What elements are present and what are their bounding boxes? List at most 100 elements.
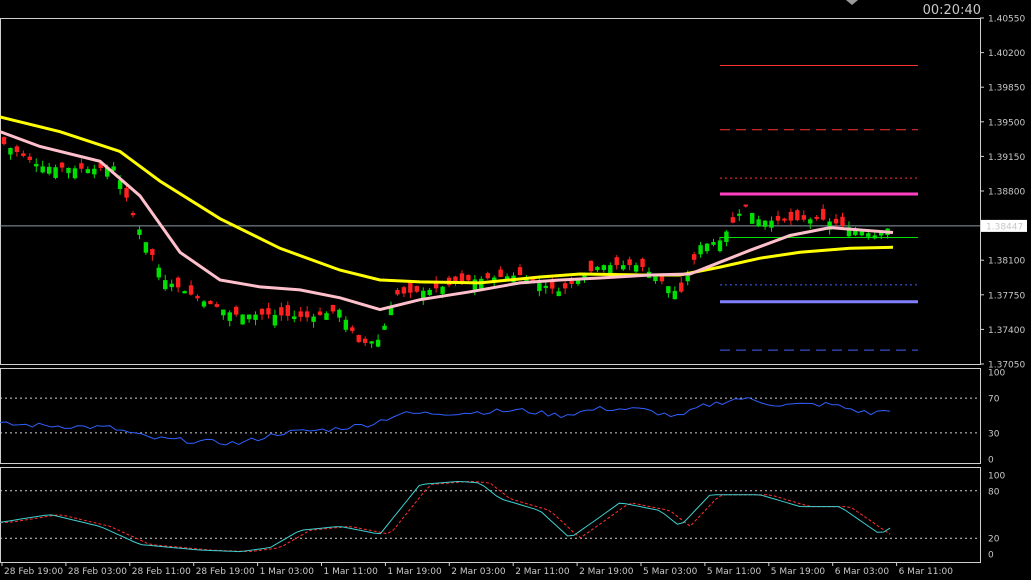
x-tick-label: 2 Mar 03:00	[451, 567, 506, 577]
candle-body	[8, 148, 13, 155]
candle-body	[182, 291, 187, 294]
candle-body	[395, 289, 400, 295]
candle-body	[124, 188, 129, 198]
stoch-tick-label: 20	[988, 535, 1000, 545]
candle-body	[150, 249, 155, 255]
candle-body	[640, 258, 645, 268]
rsi-tick-label: 100	[988, 369, 1005, 379]
y-tick-label: 1.37750	[988, 291, 1025, 301]
stoch-signal-line	[0, 480, 891, 552]
candle-body	[743, 204, 748, 207]
candle-body	[234, 306, 239, 315]
candle-body	[820, 208, 826, 220]
candle-body	[317, 311, 323, 315]
candle-body	[408, 282, 413, 293]
x-tick-label: 2 Mar 19:00	[579, 567, 634, 577]
candle-body	[46, 166, 52, 174]
x-tick-label: 2 Mar 11:00	[515, 567, 570, 577]
candle-body	[330, 304, 336, 312]
candle-body	[808, 219, 813, 224]
candle-body	[369, 341, 374, 344]
candle-body	[711, 242, 716, 245]
x-tick-label: 28 Feb 19:00	[196, 567, 255, 577]
candle-body	[163, 280, 168, 290]
candle-body	[537, 283, 542, 292]
candle-body	[788, 211, 794, 221]
candle-body	[382, 325, 387, 330]
candle-body	[53, 167, 58, 178]
candle-body	[266, 308, 271, 315]
x-tick-label: 5 Mar 19:00	[771, 567, 826, 577]
candle-body	[704, 243, 710, 252]
stoch-main-line	[0, 480, 891, 553]
candle-body	[466, 274, 471, 281]
x-tick-label: 5 Mar 03:00	[643, 567, 698, 577]
candle-body	[253, 314, 258, 320]
candle-body	[698, 245, 703, 255]
candle-body	[388, 306, 394, 316]
candle-body	[601, 265, 607, 271]
candle-body	[562, 283, 568, 289]
candle-body	[401, 287, 407, 294]
candle-body	[201, 301, 207, 307]
x-tick-label: 5 Mar 11:00	[707, 567, 762, 577]
candle-body	[59, 162, 65, 168]
candle-body	[685, 275, 690, 282]
candle-body	[827, 221, 832, 230]
candle-body	[879, 232, 884, 236]
candle-body	[14, 146, 20, 153]
candle-body	[872, 235, 877, 239]
candle-body	[85, 169, 91, 174]
candle-body	[672, 290, 677, 300]
rsi-tick-label: 30	[988, 429, 1000, 439]
candle-body	[504, 276, 510, 280]
candle-body	[485, 273, 490, 279]
candle-body	[459, 273, 465, 282]
candle-body	[343, 319, 349, 330]
candle-body	[27, 156, 32, 160]
candle-body	[188, 285, 194, 295]
candle-body	[840, 216, 845, 226]
y-tick-label: 1.39850	[988, 84, 1025, 94]
y-tick-label: 1.40550	[988, 15, 1025, 25]
candle-body	[66, 167, 71, 174]
panel-frame-1	[0, 368, 981, 464]
stoch-tick-label: 0	[988, 551, 994, 561]
candle-body	[130, 213, 136, 216]
candle-body	[859, 231, 865, 236]
candle-body	[853, 229, 858, 236]
current-price-label: 1.38447	[986, 222, 1023, 232]
candle-body	[433, 280, 439, 289]
server-clock: 00:20:40	[922, 3, 981, 18]
candle-body	[556, 291, 561, 297]
y-tick-label: 1.38800	[988, 188, 1025, 198]
x-tick-label: 28 Feb 03:00	[68, 567, 127, 577]
candle-body	[175, 277, 181, 288]
x-tick-label: 1 Mar 03:00	[260, 567, 315, 577]
candle-body	[421, 290, 426, 300]
candle-body	[375, 339, 381, 347]
candle-body	[72, 168, 78, 179]
candle-body	[472, 279, 478, 290]
candle-body	[756, 219, 761, 227]
candle-body	[259, 308, 265, 315]
candle-body	[633, 265, 639, 272]
candle-body	[414, 286, 419, 292]
candle-body	[750, 212, 755, 224]
current-price-box	[981, 219, 1027, 232]
y-tick-label: 1.40200	[988, 49, 1025, 59]
chart-shift-marker-icon[interactable]	[846, 0, 858, 5]
candle-body	[730, 217, 736, 223]
x-tick-label: 28 Feb 11:00	[132, 567, 191, 577]
candle-body	[814, 216, 819, 219]
y-tick-label: 1.37050	[988, 361, 1025, 371]
candle-body	[782, 218, 787, 221]
rsi-tick-label: 70	[988, 395, 1000, 405]
candle-body	[363, 338, 368, 343]
candle-body	[666, 286, 671, 294]
candle-body	[337, 309, 342, 318]
candle-body	[285, 305, 290, 316]
candle-body	[40, 166, 45, 173]
candle-body	[440, 286, 445, 294]
